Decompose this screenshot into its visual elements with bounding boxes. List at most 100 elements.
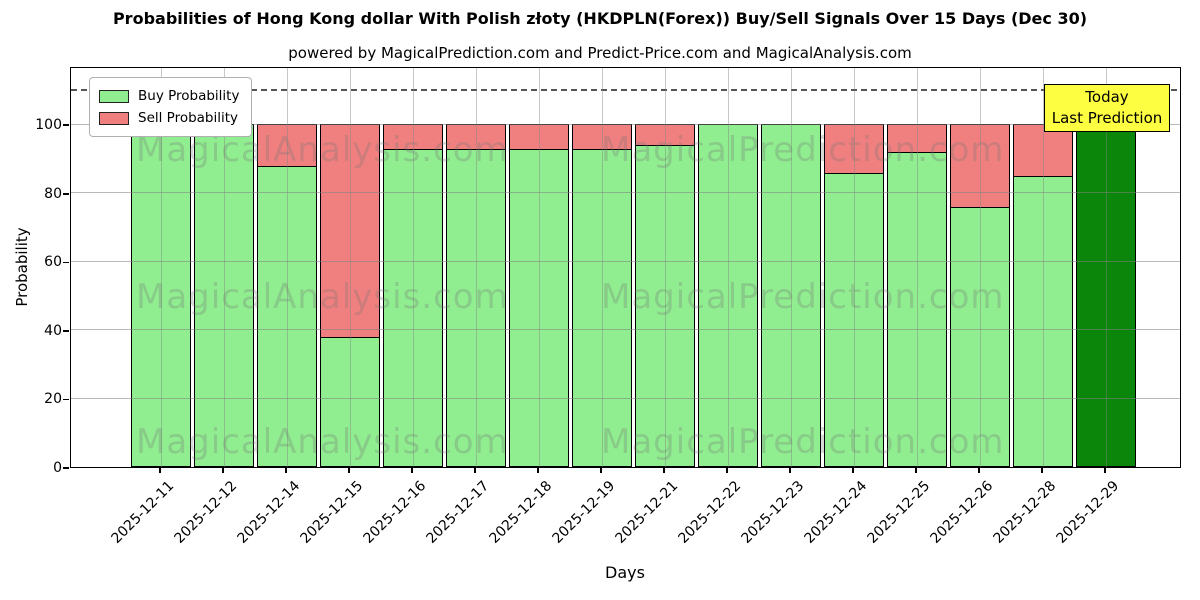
bar-sell-2025-12-24 [824,124,884,174]
gridline-v-6 [538,68,540,467]
bar-buy-2025-12-16 [383,148,443,467]
chart-title: Probabilities of Hong Kong dollar With P… [112,9,1088,28]
y-tick-mark-40 [63,330,69,332]
x-tick-label-13: 2025-12-26 [927,478,997,547]
gridline-v-4 [412,68,414,467]
x-tick-label-7: 2025-12-19 [549,478,619,547]
bar-sell-2025-12-16 [383,124,443,150]
annotation-line2: Last Prediction [1051,109,1163,127]
gridline-h-20 [71,397,1180,399]
x-tick-mark-0 [159,468,161,473]
x-tick-mark-6 [537,468,539,473]
x-tick-label-2: 2025-12-14 [234,478,304,547]
bar-buy-2025-12-18 [509,148,569,467]
y-tick-label-0: 0 [53,460,62,476]
x-tick-label-3: 2025-12-15 [297,478,367,547]
gridline-v-2 [286,68,288,467]
x-tick-mark-14 [1041,468,1043,473]
bar-sell-2025-12-15 [320,124,380,339]
gridline-v-13 [979,68,981,467]
bar-sell-2025-12-17 [446,124,506,150]
y-tick-mark-80 [63,193,69,195]
gridline-h-60 [71,260,1180,262]
x-tick-label-11: 2025-12-24 [801,478,871,547]
watermark-right-1: MagicalPrediction.com [601,277,1005,317]
x-tick-mark-3 [348,468,350,473]
x-tick-label-15: 2025-12-29 [1053,478,1123,547]
bar-buy-2025-12-17 [446,148,506,467]
gridline-h-40 [71,329,1180,331]
x-tick-label-5: 2025-12-17 [423,478,493,547]
x-tick-mark-12 [915,468,917,473]
gridline-v-5 [475,68,477,467]
legend: Buy Probability Sell Probability [89,77,253,137]
x-tick-mark-7 [600,468,602,473]
x-tick-label-14: 2025-12-28 [990,478,1060,547]
bar-sell-2025-12-19 [572,124,632,150]
x-tick-mark-1 [222,468,224,473]
bar-buy-2025-12-12 [194,124,254,467]
watermark-left-1: MagicalAnalysis.com [136,277,509,317]
bar-buy-2025-12-26 [950,206,1010,467]
x-tick-mark-10 [789,468,791,473]
watermark-right-0: MagicalPrediction.com [601,130,1005,170]
gridline-v-7 [601,68,603,467]
bar-sell-2025-12-28 [1013,124,1073,177]
bar-sell-2025-12-21 [635,124,695,147]
x-tick-label-12: 2025-12-25 [864,478,934,547]
bar-sell-2025-12-26 [950,124,1010,208]
today-annotation: Today Last Prediction [1044,84,1170,132]
y-tick-label-40: 40 [44,322,62,339]
bar-buy-2025-12-25 [887,151,947,467]
x-tick-label-6: 2025-12-18 [486,478,556,547]
y-tick-label-60: 60 [44,254,62,271]
bar-buy-2025-12-23 [761,124,821,467]
gridline-v-10 [790,68,792,467]
bar-sell-2025-12-14 [257,124,317,167]
x-tick-label-4: 2025-12-16 [360,478,430,547]
legend-label-buy: Buy Probability [138,88,240,104]
x-tick-mark-13 [978,468,980,473]
watermark-right-2: MagicalPrediction.com [601,422,1005,462]
y-tick-label-100: 100 [35,117,62,134]
chart-subtitle: powered by MagicalPrediction.com and Pre… [288,44,912,62]
bar-buy-2025-12-21 [635,144,695,467]
legend-item-buy: Buy Probability [99,85,239,107]
y-tick-label-80: 80 [44,185,62,202]
x-tick-mark-11 [852,468,854,473]
legend-item-sell: Sell Probability [99,107,239,129]
bar-buy-2025-12-29 [1076,124,1136,467]
gridline-h-100 [71,123,1180,125]
gridline-v-9 [727,68,729,467]
gridline-v-15 [1105,68,1107,467]
x-tick-mark-5 [474,468,476,473]
buy-swatch-icon [99,89,129,103]
gridline-v-12 [916,68,918,467]
gridline-v-3 [349,68,351,467]
gridline-v-0 [160,68,162,467]
x-tick-mark-15 [1104,468,1106,473]
y-tick-mark-0 [63,467,69,469]
x-tick-mark-4 [411,468,413,473]
bar-sell-2025-12-18 [509,124,569,150]
dashed-line-110 [71,89,1180,91]
gridline-v-14 [1042,68,1044,467]
gridline-h-80 [71,192,1180,194]
x-tick-label-0: 2025-12-11 [108,478,178,547]
x-tick-label-8: 2025-12-21 [612,478,682,547]
bar-buy-2025-12-28 [1013,175,1073,467]
x-tick-label-1: 2025-12-12 [171,478,241,547]
y-tick-label-20: 20 [44,391,62,408]
x-tick-mark-8 [663,468,665,473]
gridline-v-11 [853,68,855,467]
x-tick-label-9: 2025-12-22 [675,478,745,547]
y-tick-mark-60 [63,261,69,264]
gridline-v-1 [223,68,225,467]
y-tick-mark-100 [63,124,69,127]
x-axis-label: Days [605,563,645,582]
legend-label-sell: Sell Probability [138,110,239,126]
bar-buy-2025-12-15 [320,336,380,467]
annotation-line1: Today [1085,88,1129,106]
x-tick-mark-2 [285,468,287,473]
plot-area: Buy Probability Sell Probability Today L… [70,67,1181,468]
